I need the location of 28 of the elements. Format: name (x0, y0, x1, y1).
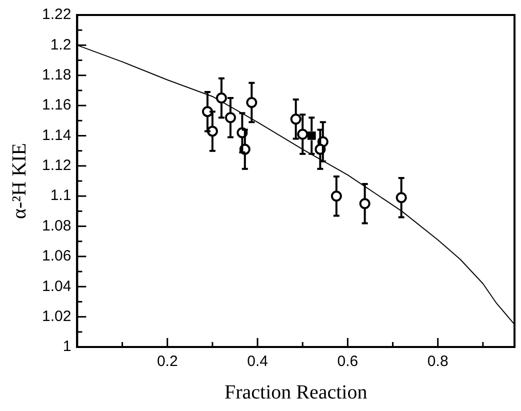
y-tick-label: 1.2 (50, 36, 72, 54)
x-tick-label: 0.2 (156, 353, 178, 370)
x-tick-label: 0.6 (337, 353, 358, 370)
point (246, 97, 258, 108)
point (290, 114, 302, 125)
point (297, 128, 308, 140)
x-tick-label: 0.4 (247, 353, 268, 370)
point (330, 190, 342, 202)
point (224, 112, 236, 124)
point (307, 132, 316, 140)
y-tick-label: 1.18 (42, 66, 72, 84)
y-tick-label: 1.1 (50, 187, 72, 204)
point (216, 92, 227, 104)
y-axis-title: α-²H KIE (8, 143, 30, 219)
y-tick-label: 1.02 (42, 308, 72, 325)
y-tick-label: 1.04 (42, 278, 72, 295)
y-tick-label: 1.06 (42, 248, 72, 265)
point (202, 106, 213, 118)
y-tick-label: 1.08 (42, 217, 72, 234)
y-tick-label: 1.22 (42, 6, 72, 24)
y-tick-label: 1.14 (42, 126, 72, 144)
y-tick-label: 1.12 (42, 157, 72, 174)
point (396, 192, 407, 204)
point (359, 198, 370, 210)
y-tick-label: 1 (62, 338, 72, 356)
x-tick-label: 0.8 (427, 353, 448, 370)
x-axis-title: Fraction Reaction (224, 381, 368, 404)
y-tick-label: 1.16 (42, 96, 72, 114)
